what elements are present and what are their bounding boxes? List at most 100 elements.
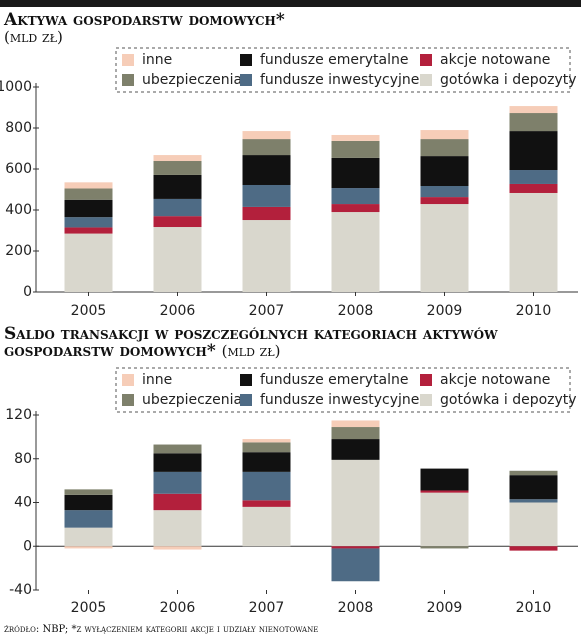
- bar-segment: [153, 216, 202, 228]
- y-tick-label: 400: [5, 202, 32, 218]
- bar-segment: [64, 494, 113, 511]
- bar-segment: [420, 204, 469, 292]
- y-tick-label: 40: [14, 495, 32, 511]
- bar-segment: [242, 206, 291, 221]
- chart-title-block: Aktywa gospodarstw domowych* (mld zł): [4, 12, 574, 46]
- legend-swatch: [122, 74, 134, 86]
- legend-label: fundusze emerytalne: [260, 372, 409, 388]
- bar-segment: [420, 197, 469, 205]
- chart-title: Saldo transakcji w poszczególnych katego…: [4, 324, 498, 361]
- bar-segment: [64, 546, 113, 549]
- legend-label: akcje notowane: [440, 52, 550, 68]
- bar-segment: [420, 490, 469, 493]
- bar-segment: [64, 510, 113, 528]
- bar-segment: [153, 174, 202, 199]
- bar-segment: [64, 527, 113, 547]
- legend-label: akcje notowane: [440, 372, 550, 388]
- legend-swatch: [420, 54, 432, 66]
- bar-segment: [64, 182, 113, 189]
- bar-segment: [153, 471, 202, 494]
- bar-segment: [242, 131, 291, 140]
- bar-segment: [331, 459, 380, 547]
- bar-segment: [509, 192, 558, 292]
- bar-segment: [64, 217, 113, 228]
- x-tick-label: 2010: [516, 303, 552, 319]
- y-tick-label: 120: [5, 407, 32, 423]
- legend-label: fundusze emerytalne: [260, 52, 409, 68]
- y-tick-label: 80: [14, 451, 32, 467]
- legend-label: ubezpieczenia: [142, 392, 242, 408]
- bar-segment: [242, 220, 291, 292]
- bar-segment: [331, 134, 380, 141]
- legend-swatch: [122, 374, 134, 386]
- bar-segment: [242, 500, 291, 507]
- legend-swatch: [420, 374, 432, 386]
- bar-segment: [331, 439, 380, 460]
- chart-subtitle: (mld zł): [4, 28, 63, 46]
- bar-segment: [509, 502, 558, 547]
- bar-segment: [64, 227, 113, 234]
- bar-segment: [153, 444, 202, 454]
- bar-segment: [509, 183, 558, 193]
- legend-swatch: [240, 374, 252, 386]
- legend-swatch: [420, 74, 432, 86]
- chart-title: Aktywa gospodarstw domowych*: [4, 10, 285, 30]
- bar-segment: [242, 439, 291, 443]
- bar-segment: [153, 546, 202, 550]
- legend-swatch: [240, 54, 252, 66]
- bar-segment: [509, 470, 558, 476]
- legend-swatch: [240, 394, 252, 406]
- x-tick-label: 2008: [338, 303, 374, 319]
- y-tick-label: -40: [9, 582, 32, 598]
- bar-segment: [509, 131, 558, 171]
- y-tick-label: 800: [5, 120, 32, 136]
- bar-segment: [242, 471, 291, 501]
- legend-box: [115, 47, 571, 93]
- bar-segment: [331, 548, 380, 582]
- legend-swatch: [240, 74, 252, 86]
- x-tick-label: 2006: [160, 303, 196, 319]
- bar-segment: [64, 489, 113, 495]
- x-tick-label: 2008: [338, 600, 374, 616]
- legend-box: [115, 367, 571, 413]
- bar-segment: [331, 188, 380, 205]
- chart-subtitle: (mld zł): [221, 342, 281, 360]
- y-tick-label: 0: [23, 284, 32, 300]
- legend-swatch: [122, 394, 134, 406]
- bar-segment: [509, 499, 558, 503]
- x-tick-label: 2009: [427, 303, 463, 319]
- x-tick-label: 2005: [71, 303, 107, 319]
- bar-segment: [153, 198, 202, 217]
- legend-label: inne: [142, 372, 172, 388]
- bar-segment: [331, 212, 380, 292]
- legend-label: gotówka i depozyty: [440, 392, 577, 408]
- bar-segment: [331, 157, 380, 189]
- y-tick-label: 1000: [0, 79, 32, 95]
- bar-segment: [153, 510, 202, 547]
- bar-segment: [242, 442, 291, 453]
- x-tick-label: 2007: [249, 303, 285, 319]
- legend-label: fundusze inwestycyjne: [260, 72, 419, 88]
- bar-segment: [509, 546, 558, 551]
- bar-segment: [242, 184, 291, 207]
- bar-segment: [153, 161, 202, 175]
- bar-segment: [509, 113, 558, 132]
- y-tick-label: 200: [5, 243, 32, 259]
- legend-label: fundusze inwestycyjne: [260, 392, 419, 408]
- bar-segment: [64, 233, 113, 292]
- y-tick-label: 0: [23, 538, 32, 554]
- y-tick-label: 600: [5, 161, 32, 177]
- bar-segment: [153, 453, 202, 472]
- bar-segment: [331, 420, 380, 428]
- bar-segment: [64, 188, 113, 200]
- bar-segment: [242, 452, 291, 472]
- bar-segment: [242, 139, 291, 156]
- bar-segment: [331, 204, 380, 213]
- x-tick-label: 2009: [427, 600, 463, 616]
- bar-segment: [509, 106, 558, 114]
- legend-swatch: [122, 54, 134, 66]
- bar-segment: [64, 199, 113, 218]
- top-bar: [0, 0, 581, 7]
